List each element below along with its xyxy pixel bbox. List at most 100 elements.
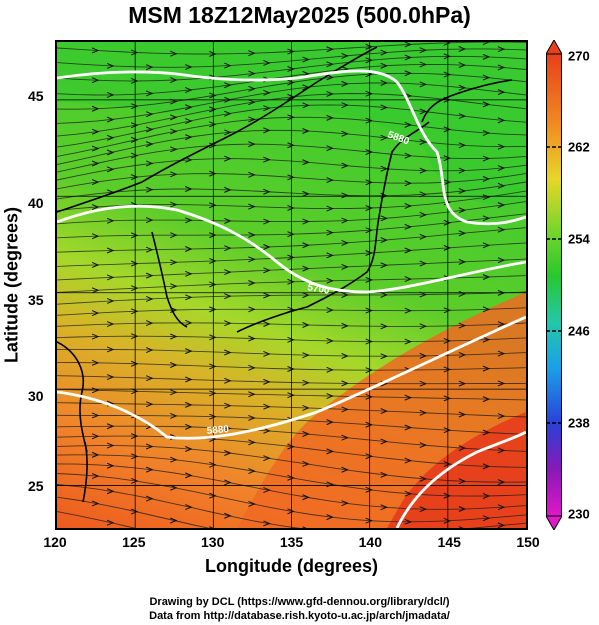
wind-arrow bbox=[365, 486, 373, 493]
wind-arrow bbox=[185, 156, 193, 163]
wind-arrow bbox=[91, 179, 100, 186]
wind-arrow bbox=[145, 466, 154, 473]
colorbar-top-arrow bbox=[546, 40, 562, 55]
wind-arrow bbox=[326, 252, 334, 259]
wind-arrow bbox=[145, 246, 154, 253]
wind-arrow bbox=[458, 478, 467, 485]
x-tick-label: 120 bbox=[43, 534, 67, 550]
wind-arrow bbox=[91, 473, 100, 480]
wind-arrow bbox=[443, 307, 452, 314]
wind-arrow bbox=[404, 202, 413, 209]
wind-arrow bbox=[341, 406, 349, 413]
coastline-japan bbox=[236, 121, 430, 333]
wind-arrow bbox=[302, 379, 310, 386]
wind-arrow bbox=[170, 114, 178, 121]
wind-arrow bbox=[341, 192, 349, 199]
wind-arrow bbox=[365, 117, 373, 124]
wind-arrow bbox=[209, 363, 217, 370]
wind-arrow bbox=[404, 70, 413, 77]
wind-arrow bbox=[130, 232, 139, 239]
wind-arrow bbox=[458, 62, 467, 69]
wind-arrow bbox=[482, 42, 491, 45]
wind-arrow bbox=[145, 443, 154, 450]
wind-arrow bbox=[458, 290, 467, 297]
wind-arrow bbox=[263, 427, 271, 434]
wind-arrow bbox=[185, 294, 193, 301]
wind-arrow bbox=[482, 194, 491, 201]
wind-arrow bbox=[365, 57, 373, 64]
wind-arrow bbox=[365, 367, 373, 374]
wind-arrow bbox=[497, 350, 506, 357]
wind-arrow bbox=[419, 506, 428, 513]
wind-arrow bbox=[130, 78, 139, 84]
wind-arrow bbox=[365, 517, 373, 524]
wind-arrow bbox=[106, 134, 115, 141]
y-tick-label: 40 bbox=[28, 195, 44, 211]
wind-arrow bbox=[302, 218, 310, 225]
wind-arrow bbox=[209, 413, 217, 420]
wind-arrow bbox=[263, 487, 271, 494]
wind-arrow bbox=[130, 260, 139, 267]
wind-arrow bbox=[404, 152, 413, 159]
wind-arrow bbox=[263, 244, 271, 250]
wind-arrow bbox=[170, 412, 178, 419]
wind-arrow bbox=[106, 91, 115, 98]
wind-arrow bbox=[341, 292, 349, 298]
wind-arrow bbox=[224, 245, 232, 252]
wind-arrow bbox=[185, 87, 193, 94]
contour-label-south: 5880 bbox=[206, 424, 230, 437]
wind-arrow bbox=[106, 374, 115, 380]
wind-arrow bbox=[341, 102, 349, 109]
wind-arrow bbox=[302, 322, 310, 328]
wind-arrow bbox=[224, 349, 232, 356]
wind-arrow bbox=[482, 493, 491, 499]
wind-arrow bbox=[443, 366, 452, 373]
wind-arrow bbox=[443, 461, 452, 468]
wind-arrow bbox=[443, 517, 452, 524]
wind-arrow bbox=[170, 283, 178, 290]
wind-arrow bbox=[287, 254, 295, 261]
wind-arrow bbox=[326, 114, 334, 121]
wind-arrow bbox=[145, 160, 154, 167]
wind-arrow bbox=[224, 512, 232, 519]
wind-arrow bbox=[419, 323, 428, 330]
wind-arrow bbox=[209, 492, 217, 499]
wind-arrow bbox=[497, 143, 506, 150]
wind-arrow bbox=[287, 174, 295, 181]
wind-arrow bbox=[365, 393, 373, 400]
wind-arrow bbox=[302, 265, 310, 272]
wind-arrow bbox=[209, 170, 217, 177]
wind-arrow bbox=[263, 350, 271, 357]
wind-arrow bbox=[287, 366, 295, 372]
wind-arrow bbox=[326, 337, 334, 344]
wind-arrow bbox=[106, 274, 115, 281]
wind-arrow bbox=[302, 292, 310, 299]
wind-arrow bbox=[263, 403, 271, 410]
wind-arrow bbox=[287, 443, 295, 450]
wind-arrow bbox=[380, 291, 388, 298]
wind-arrow bbox=[458, 84, 467, 91]
wind-arrow bbox=[365, 205, 373, 212]
y-tick-label: 45 bbox=[28, 88, 44, 104]
wind-arrow bbox=[380, 323, 388, 330]
colorbar-gradient bbox=[546, 53, 562, 517]
map-plot-area: 5880 5700 5880 bbox=[55, 40, 528, 530]
wind-arrow bbox=[248, 85, 256, 92]
colorbar-tick-label: 262 bbox=[568, 139, 590, 155]
wind-arrow bbox=[404, 490, 413, 497]
wind-arrow bbox=[365, 149, 373, 156]
coastline-hokkaido bbox=[421, 79, 513, 123]
wind-arrow bbox=[130, 308, 139, 315]
wind-arrow bbox=[326, 46, 334, 53]
wind-arrow bbox=[263, 105, 271, 112]
wind-arrow bbox=[287, 79, 295, 86]
wind-arrow bbox=[443, 492, 452, 499]
wind-arrow bbox=[482, 53, 491, 60]
wind-arrow bbox=[248, 500, 256, 507]
contour-southeast bbox=[395, 430, 526, 528]
wind-arrow bbox=[287, 66, 295, 72]
wind-arrow bbox=[106, 423, 115, 430]
wind-arrow bbox=[458, 46, 467, 52]
wind-arrow bbox=[263, 156, 271, 163]
wind-arrow bbox=[380, 215, 388, 222]
